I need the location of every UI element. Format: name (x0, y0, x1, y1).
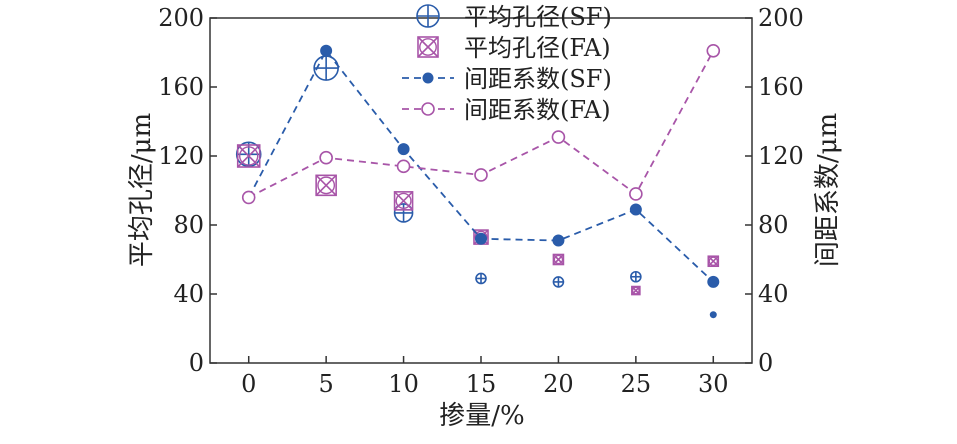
x-axis-title: 掺量/% (439, 401, 524, 431)
y-right-tick-label: 120 (758, 142, 804, 170)
data-point (551, 130, 566, 144)
data-point (393, 203, 414, 223)
marker-inner-ring (419, 38, 437, 56)
data-point (320, 44, 333, 57)
y-right-tick-label: 200 (758, 4, 804, 32)
data-point (319, 150, 333, 165)
marker-inner-ring (631, 286, 640, 295)
data-point (475, 272, 487, 285)
legend-label: 平均孔径(FA) (464, 34, 611, 62)
marker-inner-ring (708, 256, 719, 267)
x-tick-label: 15 (466, 370, 497, 398)
legend-entry-1: 平均孔径(SF) (416, 3, 612, 31)
marker-square (236, 144, 261, 168)
y-left-tick-label: 40 (173, 280, 204, 308)
x-tick-label: 30 (698, 370, 729, 398)
data-point (631, 285, 641, 296)
data-point (241, 190, 256, 205)
legend-label: 间距系数(FA) (464, 96, 611, 124)
x-tick-label: 5 (319, 370, 334, 398)
legend-label: 间距系数(SF) (464, 65, 612, 93)
data-point (474, 168, 488, 182)
data-point (706, 43, 721, 58)
y-left-tick-label: 80 (173, 211, 204, 239)
y-right-tick-label: 0 (758, 349, 773, 377)
y-left-tick-label: 120 (158, 142, 204, 170)
data-point (475, 232, 487, 245)
series-4 (241, 43, 721, 205)
marker-diag-2 (417, 36, 439, 58)
y-axis-left-title: 平均孔径/μm (127, 113, 157, 267)
extra-data-point (709, 311, 717, 319)
data-point (707, 255, 720, 268)
y-right-tick-label: 40 (758, 280, 789, 308)
ticks: 0 5 10 15 20 25 30 0 40 80 120 160 200 0 40 80 120 160 200 (158, 4, 804, 398)
marker-inner-ring (395, 192, 412, 209)
data-point (552, 234, 565, 247)
data-point (315, 174, 337, 197)
marker-square (315, 174, 337, 197)
data-point (397, 143, 410, 156)
data-point (552, 253, 565, 266)
marker-square (707, 255, 720, 268)
x-tick-label: 25 (621, 370, 652, 398)
y-right-tick-label: 80 (758, 211, 789, 239)
marker-square (393, 191, 414, 211)
marker-square (631, 285, 641, 296)
series-2 (236, 144, 720, 296)
y-left-tick-label: 200 (158, 4, 204, 32)
x-tick-label: 0 (241, 370, 256, 398)
data-point (393, 191, 414, 211)
data-point (236, 144, 261, 168)
legend-symbol (417, 36, 439, 58)
data-point (630, 270, 642, 283)
legend-symbol (421, 102, 435, 116)
legend-entry-4: 间距系数(FA) (402, 96, 611, 124)
marker-inner-ring (553, 254, 564, 265)
legend-entry-2: 平均孔径(FA) (417, 34, 611, 62)
data-point (629, 187, 643, 201)
data-point (629, 203, 642, 216)
marker-diag-2 (315, 174, 337, 196)
marks (235, 43, 721, 319)
legend-symbol (416, 4, 440, 28)
data-point (707, 275, 720, 288)
y-left-tick-label: 160 (158, 73, 204, 101)
marker-diag-2 (237, 144, 261, 168)
data-point (396, 159, 411, 174)
marker-diag-2 (394, 191, 414, 211)
data-point (552, 276, 565, 288)
legend: 平均孔径(SF) 平均孔径(FA) 间距系数(SF) 间距系数(FA) (402, 3, 612, 124)
legend-symbol (422, 72, 434, 84)
x-tick-label: 10 (388, 370, 419, 398)
legend-entry-3: 间距系数(SF) (402, 65, 612, 93)
legend-label: 平均孔径(SF) (464, 3, 612, 31)
y-axis-right-title: 间距系数/μm (813, 113, 843, 267)
marker-square (417, 36, 439, 58)
y-right-tick-label: 160 (758, 73, 804, 101)
marker-square (552, 253, 565, 266)
y-left-tick-label: 0 (189, 349, 204, 377)
marker-inner-ring (317, 176, 336, 195)
x-tick-label: 20 (543, 370, 574, 398)
marker-inner-ring (238, 146, 259, 166)
